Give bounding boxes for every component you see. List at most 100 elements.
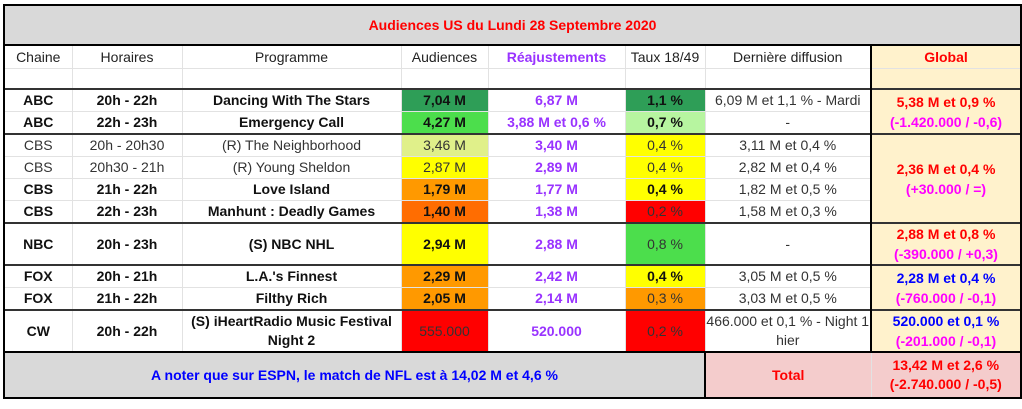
cell-horaires[interactable]: 20h - 22h [71,88,183,112]
empty-cell[interactable] [487,68,626,90]
empty-cell[interactable] [624,68,706,90]
spacer-row [3,68,1022,90]
header-reajustements[interactable]: Réajustements [487,44,626,69]
cell-reajustements[interactable]: 3,40 M [487,133,626,157]
cell-derniere-diffusion[interactable]: 3,03 M et 0,5 % [704,287,872,311]
cell-taux[interactable]: 0,8 % [624,222,706,266]
cell-derniere-diffusion[interactable]: 466.000 et 0,1 % - Night 1 hier [704,309,872,353]
cell-taux[interactable]: 0,2 % [624,309,706,353]
cell-programme[interactable]: (S) iHeartRadio Music Festival Night 2 [181,309,402,353]
cell-audiences[interactable]: 555.000 [400,309,489,353]
header-programme[interactable]: Programme [181,44,402,69]
total-cell[interactable]: 13,42 M et 2,6 % (-2.740.000 / -0,5) [870,351,1022,399]
global-value: 2,36 M et 0,4 % [896,160,996,177]
cell-programme[interactable]: Manhunt : Deadly Games [181,200,402,224]
header-horaires[interactable]: Horaires [71,44,183,69]
cell-horaires[interactable]: 21h - 22h [71,287,183,311]
cell-chaine[interactable]: CBS [3,200,73,224]
cell-audiences[interactable]: 3,46 M [400,133,489,157]
empty-cell[interactable] [71,68,183,90]
cell-taux[interactable]: 0,4 % [624,264,706,288]
empty-cell[interactable] [181,68,402,90]
cell-chaine[interactable]: CW [3,309,73,353]
cell-horaires[interactable]: 20h - 21h [71,264,183,288]
table-row: FOX 20h - 21h L.A.'s Finnest 2,29 M 2,42… [3,264,1022,311]
total-label[interactable]: Total [704,351,872,399]
cell-taux[interactable]: 0,4 % [624,178,706,201]
cell-chaine[interactable]: CBS [3,156,73,179]
cell-audiences[interactable]: 1,40 M [400,200,489,224]
cell-taux[interactable]: 0,2 % [624,200,706,224]
cell-reajustements[interactable]: 2,89 M [487,156,626,179]
cell-chaine[interactable]: FOX [3,264,73,288]
cell-programme[interactable]: L.A.'s Finnest [181,264,402,288]
header-taux[interactable]: Taux 18/49 [624,44,706,69]
cell-chaine[interactable]: ABC [3,111,73,135]
cell-derniere-diffusion[interactable]: - [704,222,872,266]
cell-taux[interactable]: 0,7 % [624,111,706,135]
header-audiences[interactable]: Audiences [400,44,489,69]
cell-audiences[interactable]: 1,79 M [400,178,489,201]
cell-chaine[interactable]: NBC [3,222,73,266]
cell-horaires[interactable]: 20h - 22h [71,309,183,353]
cell-audiences[interactable]: 2,94 M [400,222,489,266]
empty-cell[interactable] [704,68,872,90]
cell-programme[interactable]: (R) The Neighborhood [181,133,402,157]
cell-taux[interactable]: 1,1 % [624,88,706,112]
cell-reajustements[interactable]: 2,88 M [487,222,626,266]
espn-note[interactable]: A noter que sur ESPN, le match de NFL es… [3,351,706,399]
cell-reajustements[interactable]: 1,38 M [487,200,626,224]
header-global[interactable]: Global [870,44,1022,69]
header-derniere-diffusion[interactable]: Dernière diffusion [704,44,872,69]
cell-horaires[interactable]: 20h - 23h [71,222,183,266]
cell-reajustements[interactable]: 2,42 M [487,264,626,288]
cell-chaine[interactable]: FOX [3,287,73,311]
cell-programme[interactable]: Dancing With The Stars [181,88,402,112]
cell-derniere-diffusion[interactable]: - [704,111,872,135]
cell-reajustements[interactable]: 520.000 [487,309,626,353]
cell-chaine[interactable]: CBS [3,133,73,157]
cell-reajustements[interactable]: 2,14 M [487,287,626,311]
global-cell-cw[interactable]: 520.000 et 0,1 % (-201.000 / -0,1) [870,309,1022,353]
cell-horaires[interactable]: 20h - 20h30 [71,133,183,157]
cell-audiences[interactable]: 7,04 M [400,88,489,112]
audience-table: Audiences US du Lundi 28 Septembre 2020 … [3,4,1022,399]
global-cell-fox[interactable]: 2,28 M et 0,4 % (-760.000 / -0,1) [870,264,1022,311]
cell-audiences[interactable]: 2,29 M [400,264,489,288]
table-row: CBS 22h - 23h Manhunt : Deadly Games 1,4… [3,200,1021,224]
global-cell-abc[interactable]: 5,38 M et 0,9 % (-1.420.000 / -0,6) [870,88,1022,135]
cell-derniere-diffusion[interactable]: 1,58 M et 0,3 % [704,200,872,224]
cell-audiences[interactable]: 4,27 M [400,111,489,135]
cell-derniere-diffusion[interactable]: 3,05 M et 0,5 % [704,264,872,288]
cell-reajustements[interactable]: 3,88 M et 0,6 % [487,111,626,135]
cell-derniere-diffusion[interactable]: 3,11 M et 0,4 % [704,133,872,157]
cell-taux[interactable]: 0,3 % [624,287,706,311]
cell-programme[interactable]: (S) NBC NHL [181,222,402,266]
cell-horaires[interactable]: 22h - 23h [71,200,183,224]
table-row: CBS 20h - 20h30 (R) The Neighborhood 3,4… [3,133,1022,224]
cell-derniere-diffusion[interactable]: 1,82 M et 0,5 % [704,178,872,201]
cell-horaires[interactable]: 22h - 23h [71,111,183,135]
cell-reajustements[interactable]: 6,87 M [487,88,626,112]
cell-chaine[interactable]: CBS [3,178,73,201]
cell-derniere-diffusion[interactable]: 2,82 M et 0,4 % [704,156,872,179]
cell-audiences[interactable]: 2,87 M [400,156,489,179]
global-cell-cbs[interactable]: 2,36 M et 0,4 % (+30.000 / =) [870,133,1022,224]
cell-horaires[interactable]: 20h30 - 21h [71,156,183,179]
cell-reajustements[interactable]: 1,77 M [487,178,626,201]
empty-cell[interactable] [400,68,489,90]
cell-programme[interactable]: Filthy Rich [181,287,402,311]
cell-taux[interactable]: 0,4 % [624,156,706,179]
cell-programme[interactable]: Emergency Call [181,111,402,135]
cell-programme[interactable]: (R) Young Sheldon [181,156,402,179]
cell-programme[interactable]: Love Island [181,178,402,201]
global-cell-nbc[interactable]: 2,88 M et 0,8 % (-390.000 / +0,3) [870,222,1022,266]
empty-cell[interactable] [870,68,1022,90]
cell-derniere-diffusion[interactable]: 6,09 M et 1,1 % - Mardi [704,88,872,112]
cell-taux[interactable]: 0,4 % [624,133,706,157]
header-chaine[interactable]: Chaine [3,44,73,69]
cell-audiences[interactable]: 2,05 M [400,287,489,311]
empty-cell[interactable] [3,68,73,90]
cell-horaires[interactable]: 21h - 22h [71,178,183,201]
cell-chaine[interactable]: ABC [3,88,73,112]
